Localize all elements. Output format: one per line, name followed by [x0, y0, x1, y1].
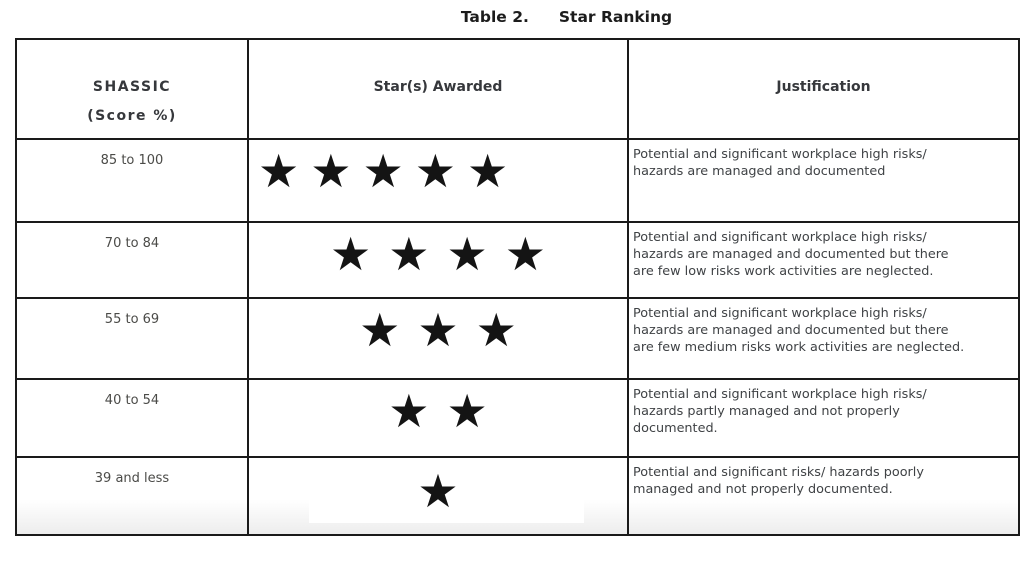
header-score-line1: SHASSIC: [92, 79, 172, 95]
justification-cell: Potential and significant workplace high…: [627, 297, 1020, 380]
header-score: SHASSIC (Score %): [15, 38, 249, 140]
table-caption: Table 2. Star Ranking: [0, 0, 1033, 27]
stars-cell: ★★★★: [247, 221, 629, 299]
table-row: 40 to 54 ★★ Potential and significant wo…: [15, 378, 1020, 458]
header-row: SHASSIC (Score %) Star(s) Awarded Justif…: [15, 38, 1020, 140]
header-stars: Star(s) Awarded: [247, 38, 629, 140]
score-cell: 85 to 100: [15, 138, 249, 223]
table-row: 85 to 100 ★★★★★ Potential and significan…: [15, 138, 1020, 223]
justification-cell: Potential and significant workplace high…: [627, 138, 1020, 223]
stars-cell: ★★★: [247, 297, 629, 380]
header-justification: Justification: [627, 38, 1020, 140]
score-cell: 70 to 84: [15, 221, 249, 299]
caption-label: Table 2.: [460, 8, 529, 26]
stars-cell: ★★: [247, 378, 629, 458]
score-cell: 39 and less: [15, 456, 249, 536]
star-icons: ★: [309, 467, 584, 523]
star-icons: ★★★★★: [258, 144, 520, 198]
table-row: 39 and less ★ Potential and significant …: [15, 456, 1020, 536]
score-cell: 40 to 54: [15, 378, 249, 458]
stars-cell: ★: [247, 456, 629, 536]
star-icons: ★★★: [359, 303, 534, 357]
table-row: 55 to 69 ★★★ Potential and significant w…: [15, 297, 1020, 380]
table-row: 70 to 84 ★★★★ Potential and significant …: [15, 221, 1020, 299]
caption-title: Star Ranking: [558, 8, 673, 26]
score-cell: 55 to 69: [15, 297, 249, 380]
header-justification-label: Justification: [776, 79, 871, 95]
star-icons: ★★★★: [330, 227, 563, 281]
header-stars-label: Star(s) Awarded: [373, 79, 503, 95]
star-ranking-table: SHASSIC (Score %) Star(s) Awarded Justif…: [15, 38, 1020, 536]
justification-cell: Potential and significant risks/ hazards…: [627, 456, 1020, 536]
justification-cell: Potential and significant workplace high…: [627, 221, 1020, 299]
justification-cell: Potential and significant workplace high…: [627, 378, 1020, 458]
star-icons: ★★: [388, 384, 505, 438]
stars-cell: ★★★★★: [247, 138, 629, 223]
header-score-line2: (Score %): [87, 108, 177, 124]
